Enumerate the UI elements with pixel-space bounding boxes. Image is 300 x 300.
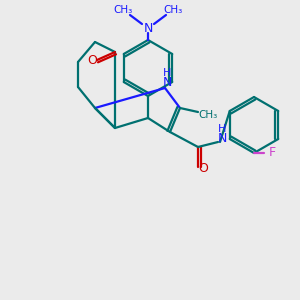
Text: O: O <box>198 163 208 176</box>
Text: CH₃: CH₃ <box>164 5 183 15</box>
Text: O: O <box>87 53 97 67</box>
Text: H: H <box>218 124 226 134</box>
Text: H: H <box>163 68 171 78</box>
Text: N: N <box>217 131 227 145</box>
Text: N: N <box>162 76 172 89</box>
Text: N: N <box>143 22 153 34</box>
Text: F: F <box>268 146 276 160</box>
Text: CH₃: CH₃ <box>198 110 218 120</box>
Text: CH₃: CH₃ <box>113 5 133 15</box>
